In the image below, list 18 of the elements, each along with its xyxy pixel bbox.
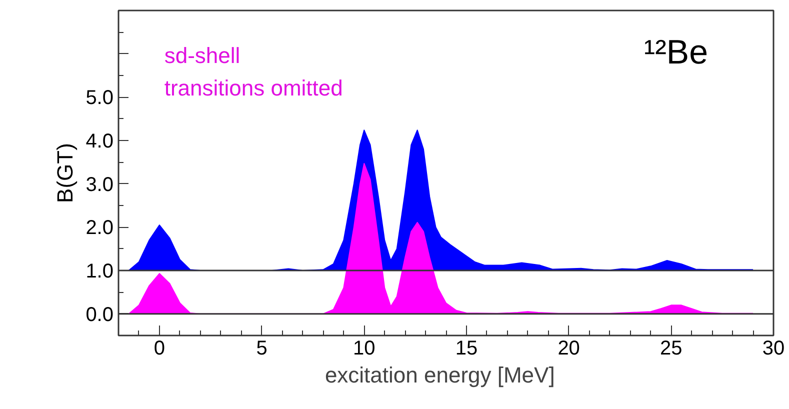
y-tick-label: 2.0 (86, 217, 114, 240)
x-tick-label: 5 (256, 338, 268, 360)
x-tick-label: 25 (660, 338, 682, 360)
y-tick-label: 5.0 (86, 87, 114, 110)
annotation: ¹²Be (644, 33, 708, 72)
x-tick-label: 10 (353, 338, 376, 360)
y-tick-label: 4.0 (86, 130, 114, 152)
annotation: transitions omitted (164, 76, 343, 100)
annotation: sd-shell (164, 43, 240, 68)
x-axis-title: excitation energy [MeV] (324, 362, 555, 388)
y-axis-title: B(GT) (52, 143, 78, 203)
y-tick-label: 1.0 (86, 260, 114, 282)
x-tick-label: 15 (455, 338, 478, 360)
y-tick-label: 3.0 (86, 174, 114, 196)
x-tick-label: 0 (154, 338, 165, 360)
y-tick-label: 0.0 (86, 304, 114, 326)
x-tick-label: 20 (558, 338, 580, 360)
x-tick-label: 30 (762, 338, 785, 360)
